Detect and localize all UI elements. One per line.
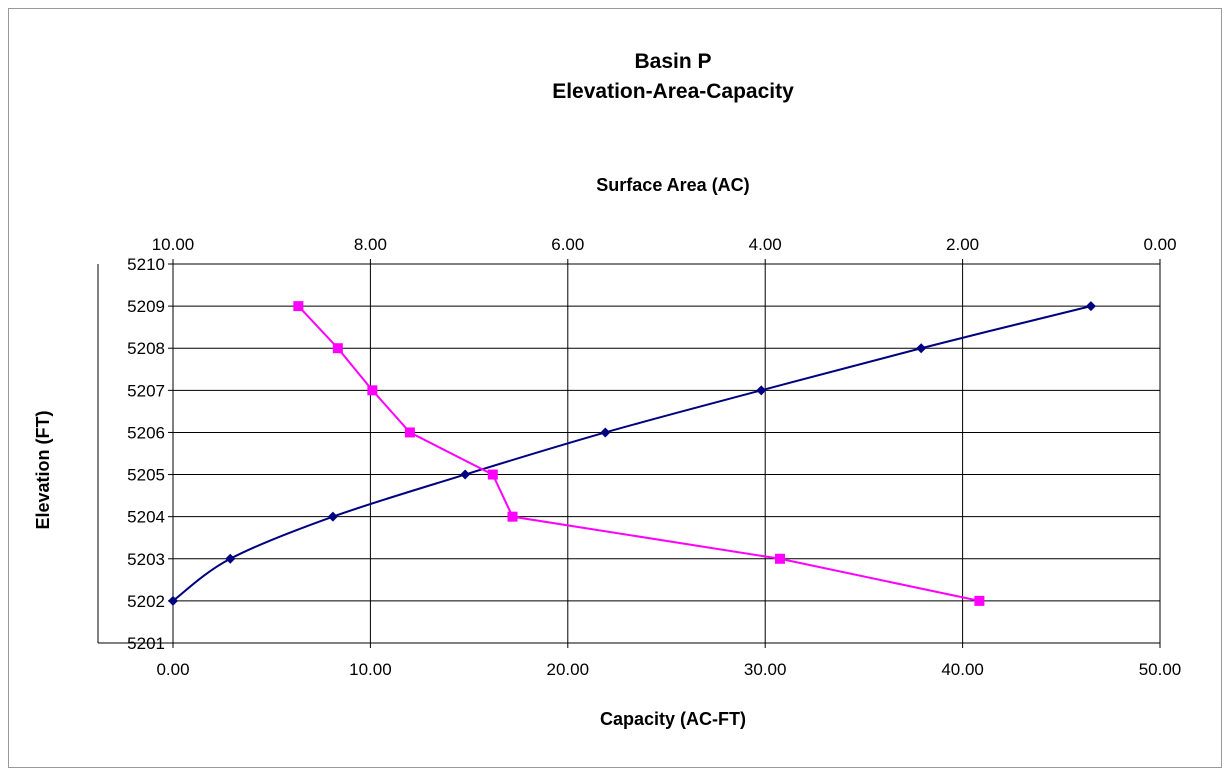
plot-area: 0.00 10.00 20.00 30.00 40.00 50.00 10.00 8.00 6.… bbox=[97, 235, 1182, 679]
top-tick-label: 10.00 bbox=[152, 235, 195, 254]
surface-area-data-point bbox=[507, 511, 518, 522]
y-tick-label: 5207 bbox=[127, 381, 165, 400]
y-tick-label: 5205 bbox=[127, 466, 165, 485]
surface-area-data-point bbox=[775, 553, 786, 564]
top-tick-label: 2.00 bbox=[946, 235, 979, 254]
y-axis-title: Elevation (FT) bbox=[33, 410, 53, 529]
top-tick-label: 8.00 bbox=[354, 235, 387, 254]
y-tick-label: 5204 bbox=[127, 508, 165, 527]
capacity-data-point bbox=[225, 553, 236, 564]
y-tick-label: 5209 bbox=[127, 297, 165, 316]
capacity-series-line bbox=[172, 305, 1092, 602]
capacity-data-point bbox=[460, 469, 471, 480]
y-tick-label: 5203 bbox=[127, 550, 165, 569]
surface-area-data-point bbox=[332, 343, 343, 354]
surface-area-data-point bbox=[974, 595, 985, 606]
chart-frame: Basin P Elevation-Area-Capacity Surface … bbox=[8, 8, 1222, 768]
capacity-data-point bbox=[327, 511, 338, 522]
capacity-data-point bbox=[756, 385, 767, 396]
capacity-data-point bbox=[600, 427, 611, 438]
top-tick-label: 4.00 bbox=[749, 235, 782, 254]
x-tick-label: 10.00 bbox=[349, 660, 392, 679]
y-tick-label: 5202 bbox=[127, 592, 165, 611]
capacity-data-point bbox=[168, 595, 178, 606]
x-tick-label: 40.00 bbox=[941, 660, 984, 679]
top-tick-label: 0.00 bbox=[1143, 235, 1176, 254]
capacity-data-point bbox=[916, 343, 927, 354]
x-axis-title: Capacity (AC-FT) bbox=[600, 709, 746, 729]
elevation-area-capacity-chart: Basin P Elevation-Area-Capacity Surface … bbox=[33, 50, 1182, 729]
chart-title-line-1: Basin P bbox=[634, 50, 711, 73]
x-tick-label: 20.00 bbox=[547, 660, 590, 679]
x-tick-label: 30.00 bbox=[744, 660, 787, 679]
capacity-data-point bbox=[1085, 301, 1096, 312]
surface-area-data-point bbox=[487, 469, 498, 480]
y-tick-label: 5208 bbox=[127, 339, 165, 358]
y-tick-label: 5210 bbox=[127, 255, 165, 274]
surface-area-data-point bbox=[293, 301, 304, 312]
x-tick-label: 50.00 bbox=[1139, 660, 1182, 679]
surface-area-data-point bbox=[367, 385, 378, 396]
top-axis-title: Surface Area (AC) bbox=[596, 175, 749, 195]
surface-area-data-point bbox=[404, 427, 415, 438]
surface-area-series-line bbox=[297, 305, 980, 602]
y-tick-label: 5206 bbox=[127, 423, 165, 442]
top-tick-label: 6.00 bbox=[551, 235, 584, 254]
x-tick-label: 0.00 bbox=[156, 660, 189, 679]
chart-title-line-2: Elevation-Area-Capacity bbox=[552, 80, 794, 103]
